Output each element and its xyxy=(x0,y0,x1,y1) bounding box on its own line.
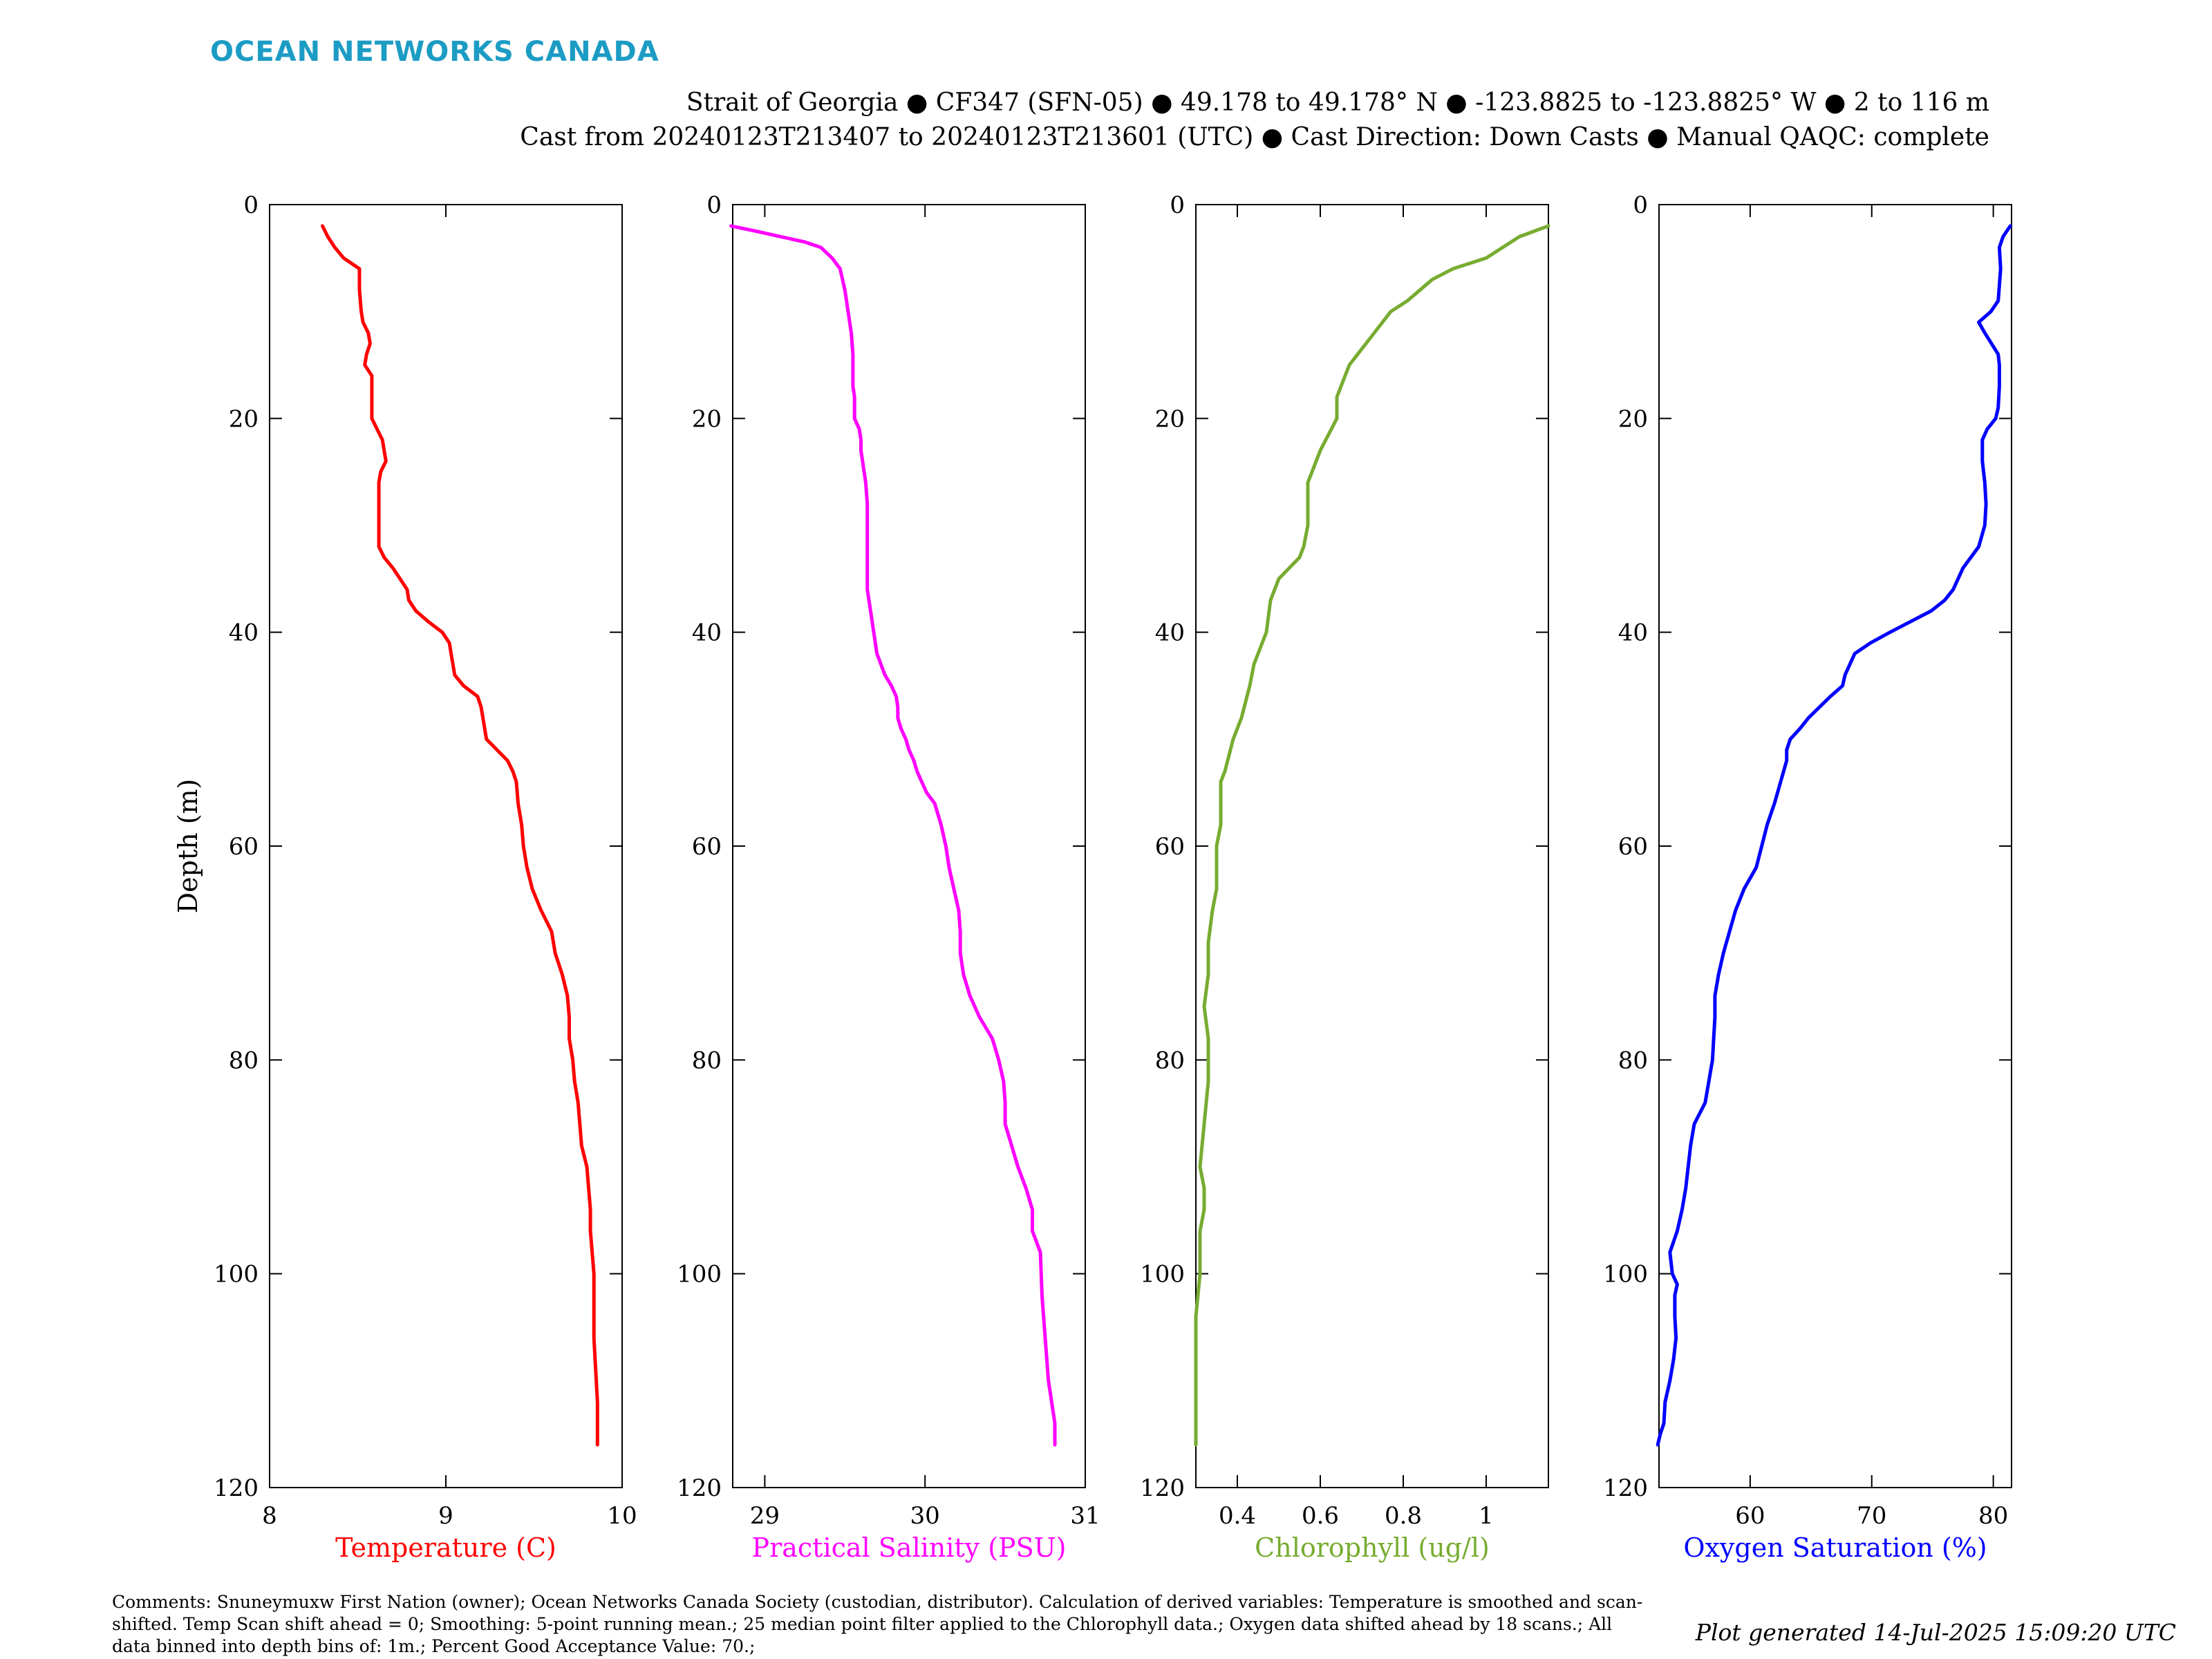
y-tick-label: 0 xyxy=(1170,191,1185,219)
y-tick-label: 40 xyxy=(692,619,722,647)
x-tick-label: 80 xyxy=(1978,1502,2008,1530)
y-tick-label: 20 xyxy=(1155,405,1185,433)
x-axis-label: Temperature (C) xyxy=(335,1533,556,1563)
y-tick-label: 20 xyxy=(692,405,722,433)
x-tick-label: 0.6 xyxy=(1302,1502,1339,1530)
title-line-1: Strait of Georgia ● CF347 (SFN-05) ● 49.… xyxy=(686,88,1989,117)
series-line-4 xyxy=(1656,224,2012,1447)
axes-box-1 xyxy=(269,204,623,1488)
x-tick-label: 0.4 xyxy=(1219,1502,1256,1530)
y-tick-label: 80 xyxy=(1618,1047,1648,1074)
y-tick-label: 80 xyxy=(692,1047,722,1074)
y-tick-label: 100 xyxy=(1140,1261,1185,1288)
y-axis-label: Depth (m) xyxy=(173,779,203,914)
ocean-networks-canada-logo: OCEAN NETWORKS CANADA xyxy=(210,36,659,68)
y-tick-label: 120 xyxy=(677,1474,722,1502)
y-tick-label: 120 xyxy=(214,1474,259,1502)
y-tick-label: 80 xyxy=(1155,1047,1185,1074)
y-tick-label: 20 xyxy=(229,405,259,433)
x-tick-label: 31 xyxy=(1070,1502,1100,1530)
y-tick-label: 0 xyxy=(706,191,722,219)
y-tick-label: 60 xyxy=(1618,833,1648,861)
comments-text: Comments: Snuneymuxw First Nation (owner… xyxy=(112,1592,1643,1656)
x-axis-label: Oxygen Saturation (%) xyxy=(1683,1533,1987,1563)
x-tick-label: 0.8 xyxy=(1385,1502,1422,1530)
y-tick-label: 60 xyxy=(692,833,722,861)
x-tick-label: 10 xyxy=(607,1502,637,1530)
y-tick-label: 120 xyxy=(1603,1474,1648,1502)
y-tick-label: 60 xyxy=(229,833,259,861)
axes-box-4 xyxy=(1658,204,2012,1488)
y-tick-label: 80 xyxy=(229,1047,259,1074)
series-line-3 xyxy=(1194,224,1550,1447)
axes-box-3 xyxy=(1195,204,1549,1488)
plot-generated-timestamp: Plot generated 14-Jul-2025 15:09:20 UTC xyxy=(1695,1619,2176,1646)
y-tick-label: 100 xyxy=(677,1261,722,1288)
y-tick-label: 100 xyxy=(214,1261,259,1288)
axes-box-2 xyxy=(732,204,1086,1488)
y-tick-label: 0 xyxy=(1633,191,1648,219)
x-tick-label: 29 xyxy=(750,1502,780,1530)
y-tick-label: 120 xyxy=(1140,1474,1185,1502)
series-line-2 xyxy=(729,224,1057,1447)
x-tick-label: 30 xyxy=(910,1502,940,1530)
y-tick-label: 100 xyxy=(1603,1261,1648,1288)
x-tick-label: 70 xyxy=(1857,1502,1886,1530)
y-tick-label: 60 xyxy=(1155,833,1185,861)
x-axis-label: Chlorophyll (ug/l) xyxy=(1255,1533,1490,1563)
x-tick-label: 8 xyxy=(262,1502,277,1530)
y-tick-label: 40 xyxy=(229,619,259,647)
x-axis-label: Practical Salinity (PSU) xyxy=(752,1533,1067,1563)
series-line-1 xyxy=(321,224,599,1447)
y-tick-label: 20 xyxy=(1618,405,1648,433)
y-tick-label: 40 xyxy=(1155,619,1185,647)
x-tick-label: 9 xyxy=(438,1502,453,1530)
y-tick-label: 0 xyxy=(243,191,259,219)
x-tick-label: 1 xyxy=(1479,1502,1494,1530)
y-tick-label: 40 xyxy=(1618,619,1648,647)
title-line-2: Cast from 20240123T213407 to 20240123T21… xyxy=(520,123,1989,151)
x-tick-label: 60 xyxy=(1735,1502,1765,1530)
